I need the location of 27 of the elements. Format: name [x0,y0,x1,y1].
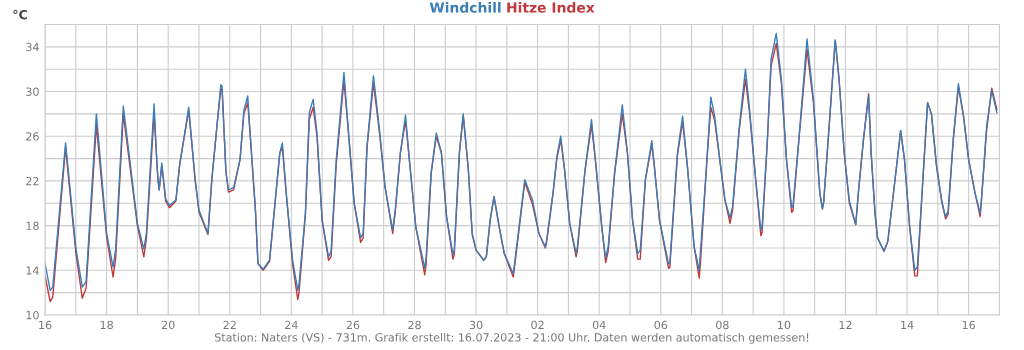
x-tick-label: 04 [592,320,606,330]
text: Station: Naters (VS) - 731m. Grafik erstellt: 16.07.2023 - 21:00 Uhr. Daten werden automatisch gemessen! [214,332,809,344]
x-tick-label: 16 [39,320,52,330]
x-tick-label: 12 [839,320,852,329]
x-tick-label: 24 [285,320,298,329]
x-tick-label: 30 [469,320,483,330]
x-tick-label: 16 [962,320,976,330]
x-tick-label: 20 [161,320,175,330]
text: Windchill [429,2,501,13]
y-tick-label: 34 [26,42,39,52]
y-axis-title: °C [13,9,27,20]
x-tick-label: 22 [223,320,236,329]
x-tick-label: 02 [531,320,544,330]
y-tick-label: 30 [26,87,39,96]
text: Hitze Index [507,2,595,13]
x-tick-label: 14 [901,320,914,329]
y-tick-label: 22 [26,176,39,186]
x-tick-label: 26 [346,320,360,330]
x-tick-label: 28 [408,320,421,330]
y-tick-label: 26 [26,132,39,141]
x-tick-label: 18 [100,320,113,330]
x-tick-label: 10 [778,320,791,330]
y-tick-label: 14 [26,266,39,275]
x-tick-label: 08 [716,320,729,330]
y-tick-label: 18 [26,221,39,230]
y-tick-label: 10 [26,310,39,320]
x-tick-label: 06 [654,320,668,330]
